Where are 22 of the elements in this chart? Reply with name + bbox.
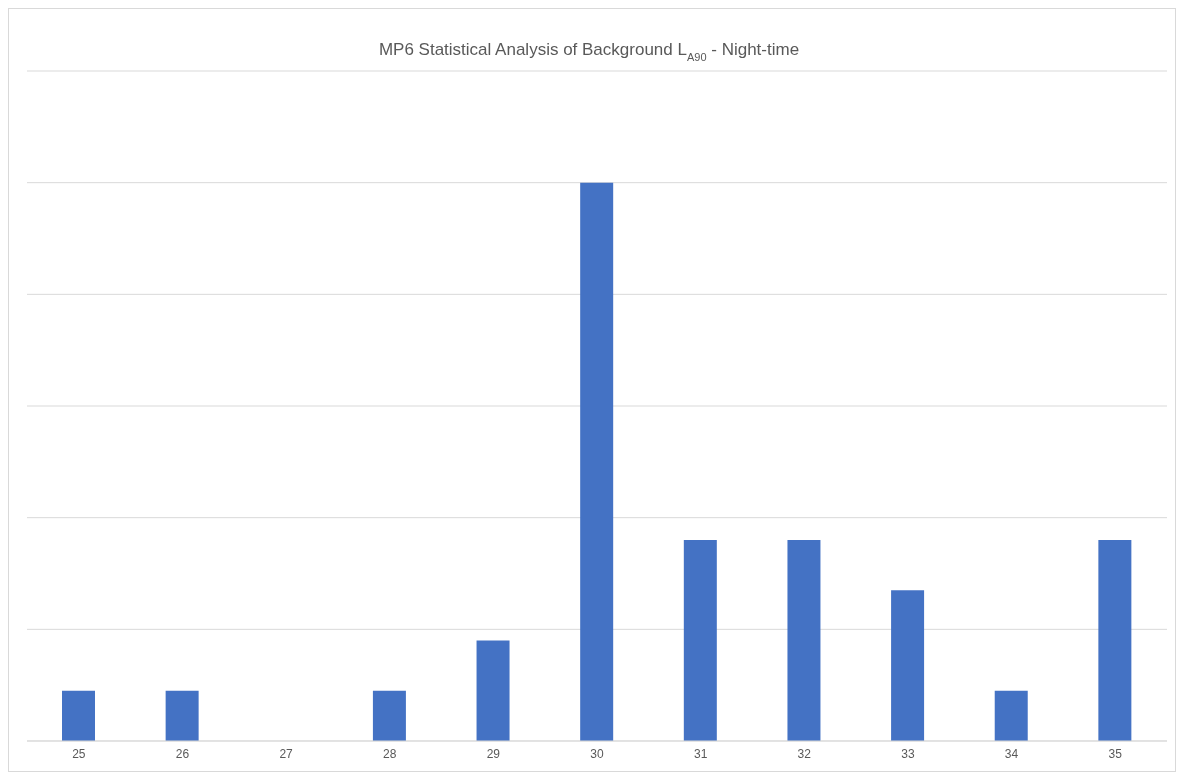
x-tick-label: 30	[590, 746, 604, 761]
bar	[372, 690, 406, 741]
bar	[165, 690, 199, 741]
bar	[580, 182, 614, 741]
bar	[787, 540, 821, 741]
x-tick-label: 28	[383, 746, 397, 761]
bar	[476, 640, 510, 741]
x-tick-label: 35	[1108, 746, 1123, 761]
x-tick-label: 34	[1004, 746, 1019, 761]
x-tick-label: 32	[797, 746, 812, 761]
x-tick-label: 31	[693, 746, 708, 761]
x-tick-label: 26	[175, 746, 190, 761]
x-tick-label: 29	[486, 746, 501, 761]
bar	[683, 540, 717, 741]
bar	[1098, 540, 1132, 741]
bar	[994, 690, 1028, 741]
chart-title: MP6 Statistical Analysis of Background L$_{A90}$ - Night-time	[378, 40, 800, 63]
x-tick-label: 27	[279, 746, 294, 761]
x-tick-label: 25	[72, 746, 86, 761]
bar	[891, 590, 925, 741]
x-tick-label: 33	[901, 746, 915, 761]
bar	[62, 690, 95, 741]
